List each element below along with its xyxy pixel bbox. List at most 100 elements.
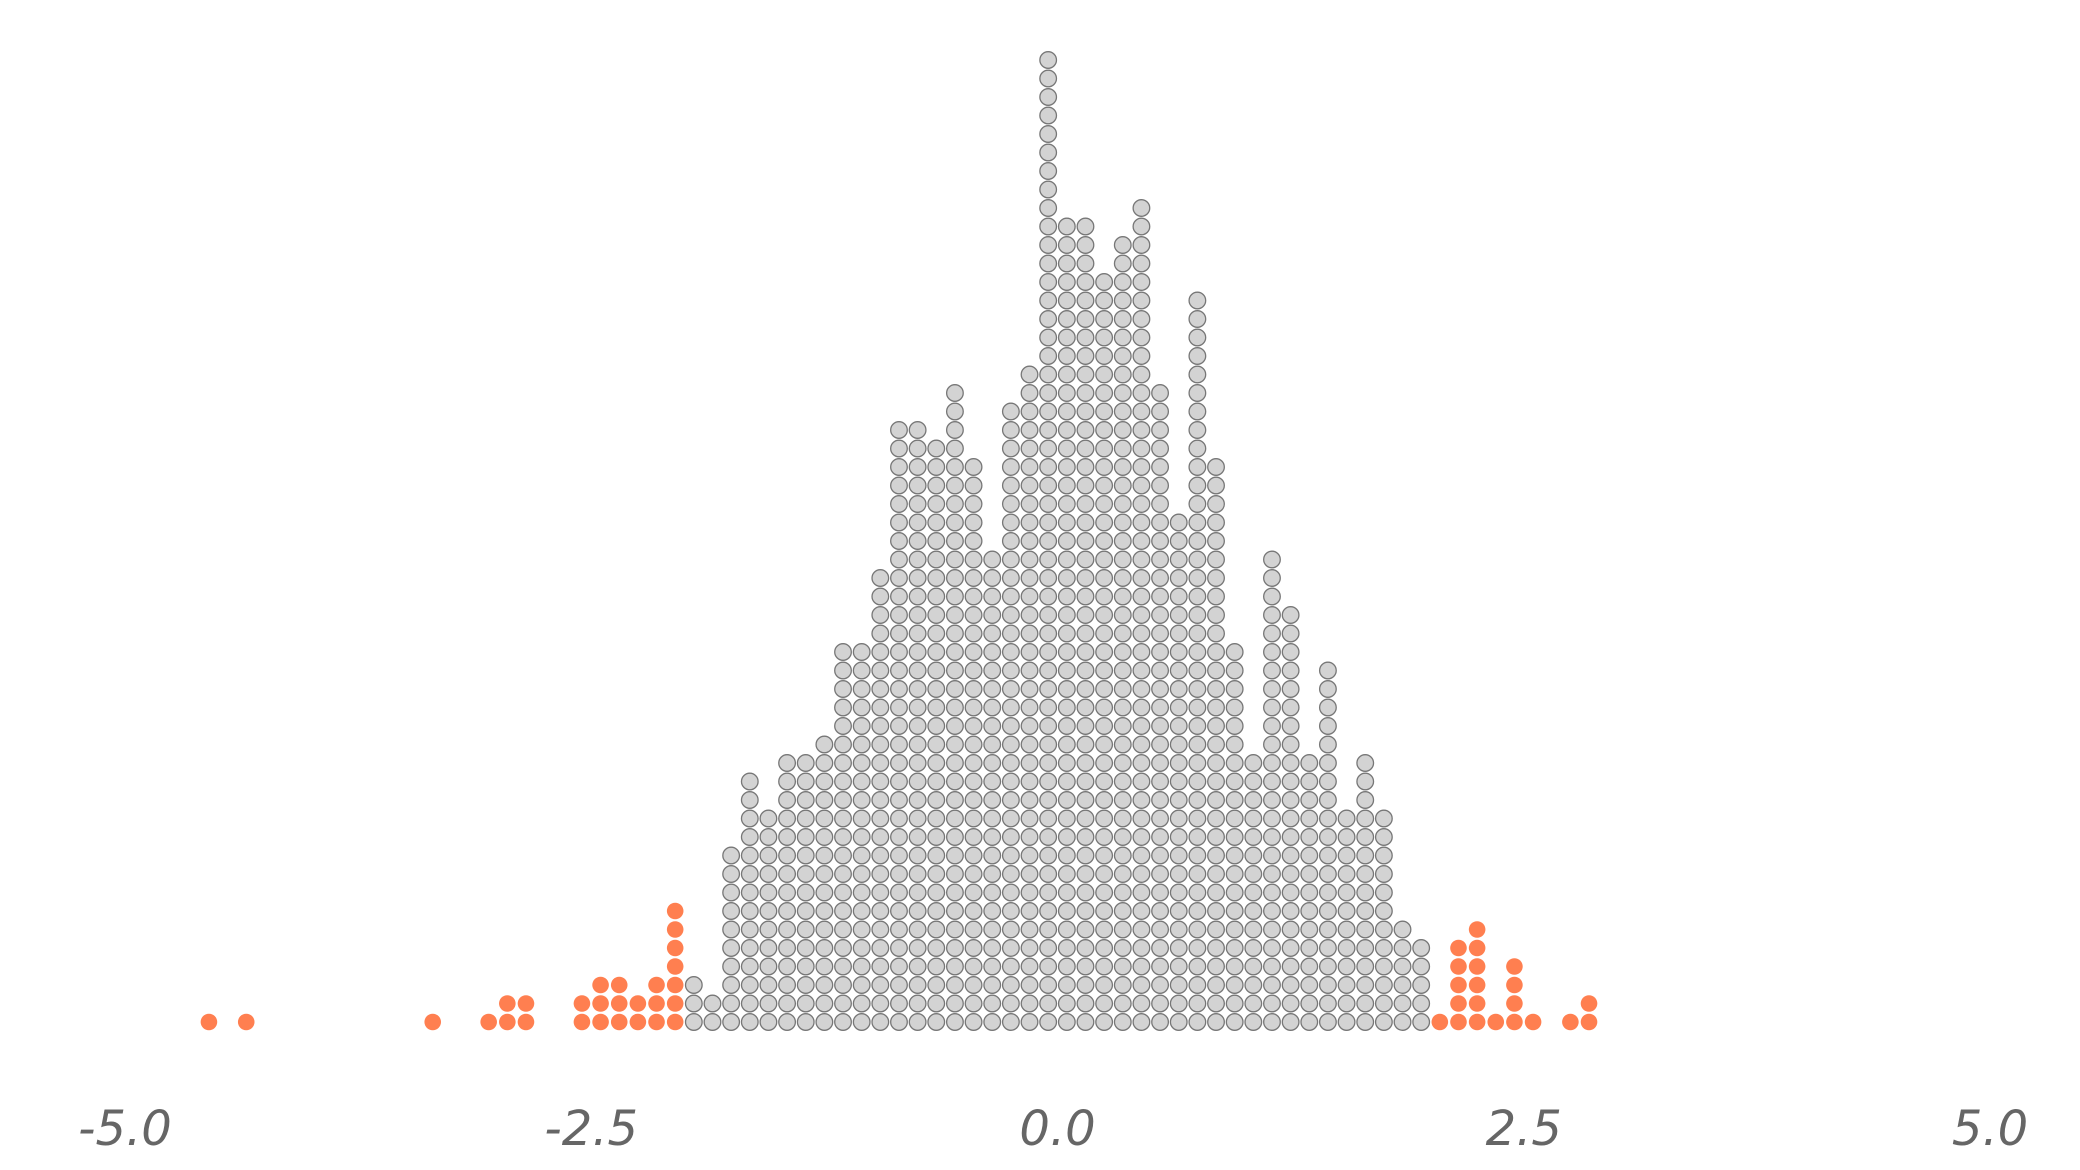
data-dot bbox=[927, 994, 946, 1013]
data-dot bbox=[1151, 809, 1170, 828]
data-dot bbox=[1039, 273, 1058, 291]
data-dot bbox=[1039, 51, 1058, 69]
data-dot bbox=[871, 661, 890, 680]
data-dot bbox=[1263, 661, 1281, 680]
data-dot bbox=[1300, 772, 1319, 791]
data-dot bbox=[945, 809, 964, 828]
data-dot bbox=[1337, 957, 1356, 976]
data-dot bbox=[759, 902, 778, 920]
data-dot bbox=[1207, 643, 1225, 661]
data-dot bbox=[778, 865, 797, 883]
data-dot bbox=[1076, 846, 1095, 865]
tail-dot bbox=[666, 976, 684, 994]
data-dot bbox=[1113, 939, 1132, 957]
data-dot bbox=[1095, 828, 1114, 846]
data-dot bbox=[1095, 809, 1114, 828]
data-dot bbox=[871, 772, 890, 791]
data-dot bbox=[964, 587, 983, 606]
data-dot bbox=[1263, 587, 1281, 606]
data-dot bbox=[1207, 569, 1225, 587]
data-dot bbox=[1169, 791, 1188, 809]
data-dot bbox=[1020, 421, 1039, 439]
data-dot bbox=[1076, 532, 1095, 550]
data-dot bbox=[1300, 791, 1319, 809]
data-dot bbox=[796, 809, 815, 828]
tail-dot bbox=[610, 1013, 628, 1031]
data-dot bbox=[1113, 495, 1132, 513]
data-dot bbox=[1113, 828, 1132, 846]
data-dot bbox=[1113, 735, 1132, 754]
data-dot bbox=[852, 846, 871, 865]
data-dot bbox=[815, 957, 834, 976]
data-dot bbox=[1076, 976, 1095, 994]
data-dot bbox=[1076, 217, 1095, 236]
tail-dot bbox=[629, 1013, 647, 1031]
data-dot bbox=[1095, 328, 1114, 347]
data-dot bbox=[1337, 976, 1356, 994]
data-dot bbox=[852, 754, 871, 772]
data-dot bbox=[1281, 698, 1300, 717]
data-dot bbox=[1374, 809, 1393, 828]
data-dot bbox=[1076, 273, 1095, 291]
tail-dot bbox=[1468, 1013, 1486, 1031]
data-dot bbox=[1057, 717, 1076, 735]
data-dot bbox=[945, 698, 964, 717]
data-dot bbox=[1001, 1013, 1020, 1031]
data-dot bbox=[964, 606, 983, 624]
data-dot bbox=[1207, 791, 1225, 809]
data-dot bbox=[1039, 809, 1058, 828]
data-dot bbox=[1132, 846, 1151, 865]
data-dot bbox=[759, 920, 778, 939]
data-dot bbox=[1151, 754, 1170, 772]
data-dot bbox=[1095, 495, 1114, 513]
data-dot bbox=[1001, 994, 1020, 1013]
data-dot bbox=[1356, 883, 1375, 902]
data-dot bbox=[1057, 291, 1076, 310]
data-dot bbox=[908, 587, 927, 606]
data-dot bbox=[1057, 754, 1076, 772]
data-dot bbox=[1076, 606, 1095, 624]
data-dot bbox=[1263, 902, 1281, 920]
data-dot bbox=[1020, 587, 1039, 606]
data-dot bbox=[1169, 624, 1188, 643]
data-dot bbox=[852, 643, 871, 661]
data-dot bbox=[927, 513, 946, 532]
data-dot bbox=[1132, 735, 1151, 754]
data-dot bbox=[796, 957, 815, 976]
data-dot bbox=[1225, 772, 1244, 791]
data-dot bbox=[1076, 809, 1095, 828]
data-dot bbox=[890, 754, 908, 772]
data-dot bbox=[834, 809, 852, 828]
data-dot bbox=[1300, 957, 1319, 976]
data-dot bbox=[890, 439, 908, 458]
data-dot bbox=[1318, 994, 1337, 1013]
data-dot bbox=[927, 624, 946, 643]
data-dot bbox=[1300, 1013, 1319, 1031]
data-dot bbox=[1020, 532, 1039, 550]
data-dot bbox=[815, 883, 834, 902]
data-dot bbox=[1207, 754, 1225, 772]
data-dot bbox=[983, 902, 1002, 920]
data-dot bbox=[1263, 957, 1281, 976]
tail-dot bbox=[629, 995, 647, 1012]
data-dot bbox=[1281, 976, 1300, 994]
data-dot bbox=[1188, 476, 1207, 495]
data-dot bbox=[1225, 680, 1244, 698]
data-dot bbox=[945, 421, 964, 439]
data-dot bbox=[1095, 1013, 1114, 1031]
data-dot bbox=[834, 717, 852, 735]
data-dot bbox=[1020, 643, 1039, 661]
data-dot bbox=[1300, 939, 1319, 957]
data-dot bbox=[1057, 236, 1076, 254]
data-dot bbox=[1076, 772, 1095, 791]
data-dot bbox=[1020, 976, 1039, 994]
data-dot bbox=[890, 532, 908, 550]
data-dot bbox=[740, 920, 759, 939]
data-dot bbox=[796, 846, 815, 865]
data-dot bbox=[1076, 994, 1095, 1013]
data-dot bbox=[983, 828, 1002, 846]
data-dot bbox=[778, 976, 797, 994]
data-dot bbox=[1076, 347, 1095, 365]
data-dot bbox=[1113, 236, 1132, 254]
